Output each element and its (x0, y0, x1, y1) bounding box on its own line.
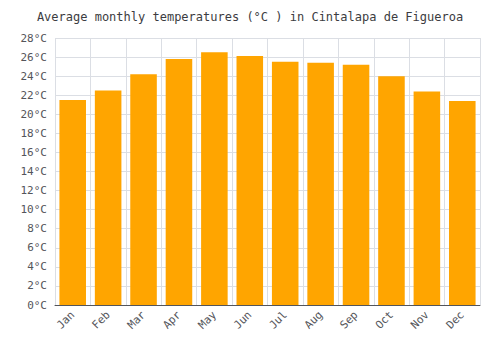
svg-text:2°C: 2°C (27, 279, 47, 292)
svg-text:18°C: 18°C (21, 127, 48, 140)
svg-text:Average monthly temperatures (: Average monthly temperatures (°C ) in Ci… (37, 10, 463, 24)
svg-text:16°C: 16°C (21, 146, 48, 159)
svg-text:Jun: Jun (231, 308, 254, 331)
svg-text:6°C: 6°C (27, 241, 47, 254)
svg-text:12°C: 12°C (21, 184, 48, 197)
svg-text:24°C: 24°C (21, 70, 48, 83)
svg-text:0°C: 0°C (27, 299, 47, 312)
svg-text:28°C: 28°C (21, 32, 48, 45)
svg-text:Aug: Aug (302, 308, 325, 331)
svg-text:Sep: Sep (337, 308, 360, 331)
svg-text:26°C: 26°C (21, 51, 48, 64)
svg-text:Jan: Jan (54, 308, 77, 331)
svg-text:Apr: Apr (160, 308, 183, 331)
svg-text:22°C: 22°C (21, 89, 48, 102)
svg-text:Jul: Jul (267, 308, 290, 331)
svg-text:8°C: 8°C (27, 222, 47, 235)
svg-text:4°C: 4°C (27, 260, 47, 273)
svg-text:Dec: Dec (444, 308, 467, 331)
svg-text:14°C: 14°C (21, 165, 48, 178)
svg-text:Mar: Mar (125, 308, 148, 331)
svg-text:10°C: 10°C (21, 203, 48, 216)
svg-text:Oct: Oct (373, 308, 396, 331)
svg-text:Feb: Feb (89, 308, 112, 331)
svg-text:Nov: Nov (408, 308, 431, 331)
svg-text:May: May (196, 308, 219, 331)
svg-text:20°C: 20°C (21, 108, 48, 121)
